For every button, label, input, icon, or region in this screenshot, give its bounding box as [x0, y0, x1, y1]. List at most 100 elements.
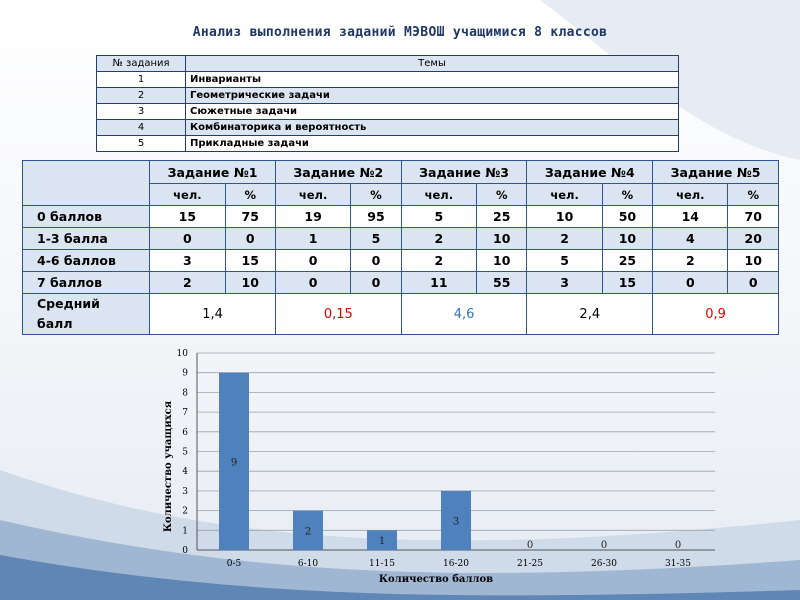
subheader-percent: % — [727, 183, 779, 206]
topic-name: Инварианты — [185, 71, 679, 88]
bar — [441, 490, 471, 550]
y-tick-label: 8 — [182, 388, 188, 398]
bar — [293, 510, 323, 550]
table-cell: 25 — [476, 205, 528, 228]
row-label: 4-6 баллов — [21, 249, 151, 272]
table-cell: 2 — [652, 249, 729, 272]
table-cell: 2 — [526, 227, 603, 250]
x-tick-label: 0-5 — [227, 559, 242, 569]
x-tick-label: 11-15 — [369, 559, 395, 569]
table-cell: 0 — [350, 249, 402, 272]
y-axis-label: Количество учащихся — [163, 400, 174, 532]
data-label: 0 — [601, 540, 607, 551]
topic-name: Сюжетные задачи — [185, 103, 679, 120]
table-cell: 2 — [400, 249, 478, 272]
task-header: Задание №4 — [526, 160, 654, 184]
table-cell: 25 — [601, 249, 654, 272]
table-row: 1-3 балла 0 0 1 5 2 10 2 10 4 20 — [21, 227, 779, 250]
data-label: 0 — [675, 540, 681, 551]
table-cell: 5 — [526, 249, 603, 272]
y-tick-label: 9 — [182, 369, 188, 379]
task-header: Задание №1 — [149, 160, 276, 184]
table-cell: 0 — [274, 271, 352, 294]
data-label: 3 — [453, 516, 459, 527]
table-cell: 11 — [400, 271, 478, 294]
table-cell: 2 — [149, 271, 226, 294]
table-cell: 70 — [727, 205, 779, 228]
x-axis-label: Количество баллов — [379, 574, 493, 585]
subheader-count: чел. — [274, 183, 352, 206]
topic-name: Прикладные задачи — [185, 135, 679, 152]
task-header: Задание №3 — [400, 160, 528, 184]
average-score: 0,9 — [652, 293, 779, 335]
topics-header-topics: Темы — [185, 55, 679, 72]
topic-number: 5 — [96, 135, 186, 152]
table-cell: 75 — [224, 205, 276, 228]
table-cell: 5 — [350, 227, 402, 250]
topic-row: 1 Инварианты — [96, 71, 679, 88]
row-label: 0 баллов — [21, 205, 151, 228]
y-tick-label: 4 — [182, 467, 188, 477]
topics-table: № задания Темы 1 Инварианты 2 Геометрически… — [96, 55, 679, 152]
bar — [219, 372, 249, 550]
table-row: 4-6 баллов 3 15 0 0 2 10 5 25 2 10 — [21, 249, 779, 272]
table-cell: 15 — [149, 205, 226, 228]
topic-row: 5 Прикладные задачи — [96, 135, 679, 152]
table-cell: 14 — [652, 205, 729, 228]
table-cell: 0 — [149, 227, 226, 250]
data-label: 2 — [305, 526, 311, 537]
table-cell: 0 — [652, 271, 729, 294]
data-label: 0 — [527, 540, 533, 551]
x-tick-label: 26-30 — [591, 559, 617, 569]
table-cell: 4 — [652, 227, 729, 250]
page-title: Анализ выполнения заданий МЭВОШ учащимис… — [192, 25, 608, 40]
topics-header-number: № задания — [96, 55, 186, 72]
table-row: 7 баллов 2 10 0 0 11 55 3 15 0 0 — [21, 271, 779, 294]
y-tick-label: 10 — [177, 349, 189, 359]
table-cell: 3 — [149, 249, 226, 272]
topic-number: 1 — [96, 71, 186, 88]
task-header: Задание №2 — [274, 160, 402, 184]
topic-number: 3 — [96, 103, 186, 120]
topic-row: 4 Комбинаторика и вероятность — [96, 119, 679, 136]
table-cell: 15 — [601, 271, 654, 294]
row-label: 1-3 балла — [21, 227, 151, 250]
subheader-count: чел. — [526, 183, 603, 206]
topic-row: 2 Геометрические задачи — [96, 87, 679, 104]
x-tick-label: 21-25 — [517, 559, 543, 569]
table-cell: 10 — [476, 227, 528, 250]
table-cell: 2 — [400, 227, 478, 250]
table-cell: 55 — [476, 271, 528, 294]
y-tick-label: 2 — [182, 507, 188, 517]
bar — [367, 530, 397, 550]
table-cell: 50 — [601, 205, 654, 228]
subheader-count: чел. — [652, 183, 729, 206]
table-cell: 19 — [274, 205, 352, 228]
table-cell: 0 — [727, 271, 779, 294]
average-label: Средний балл — [21, 293, 151, 335]
topic-name: Комбинаторика и вероятность — [185, 119, 679, 136]
task-header: Задание №5 — [652, 160, 779, 184]
data-label: 1 — [379, 536, 385, 547]
topic-name: Геометрические задачи — [185, 87, 679, 104]
x-tick-label: 16-20 — [443, 559, 469, 569]
average-score: 0,15 — [274, 293, 402, 335]
table-cell: 0 — [274, 249, 352, 272]
table-cell: 1 — [274, 227, 352, 250]
subheader-percent: % — [601, 183, 654, 206]
table-cell: 0 — [224, 227, 276, 250]
topic-row: 3 Сюжетные задачи — [96, 103, 679, 120]
row-label: 7 баллов — [21, 271, 151, 294]
subheader-percent: % — [476, 183, 528, 206]
average-score: 4,6 — [400, 293, 528, 335]
y-tick-label: 7 — [182, 408, 188, 418]
table-cell: 5 — [400, 205, 478, 228]
y-tick-label: 3 — [182, 487, 188, 497]
topic-number: 4 — [96, 119, 186, 136]
topic-number: 2 — [96, 87, 186, 104]
table-cell: 10 — [526, 205, 603, 228]
y-tick-label: 1 — [182, 526, 188, 536]
table-row: 0 баллов 15 75 19 95 5 25 10 50 14 70 — [21, 205, 779, 228]
score-distribution-chart: 0 1 2 3 4 5 6 7 8 9 10 9 0-5 2 6-10 1 11-15 3 16-20 0 21-25 0… — [163, 349, 715, 585]
y-tick-label: 5 — [182, 448, 188, 458]
